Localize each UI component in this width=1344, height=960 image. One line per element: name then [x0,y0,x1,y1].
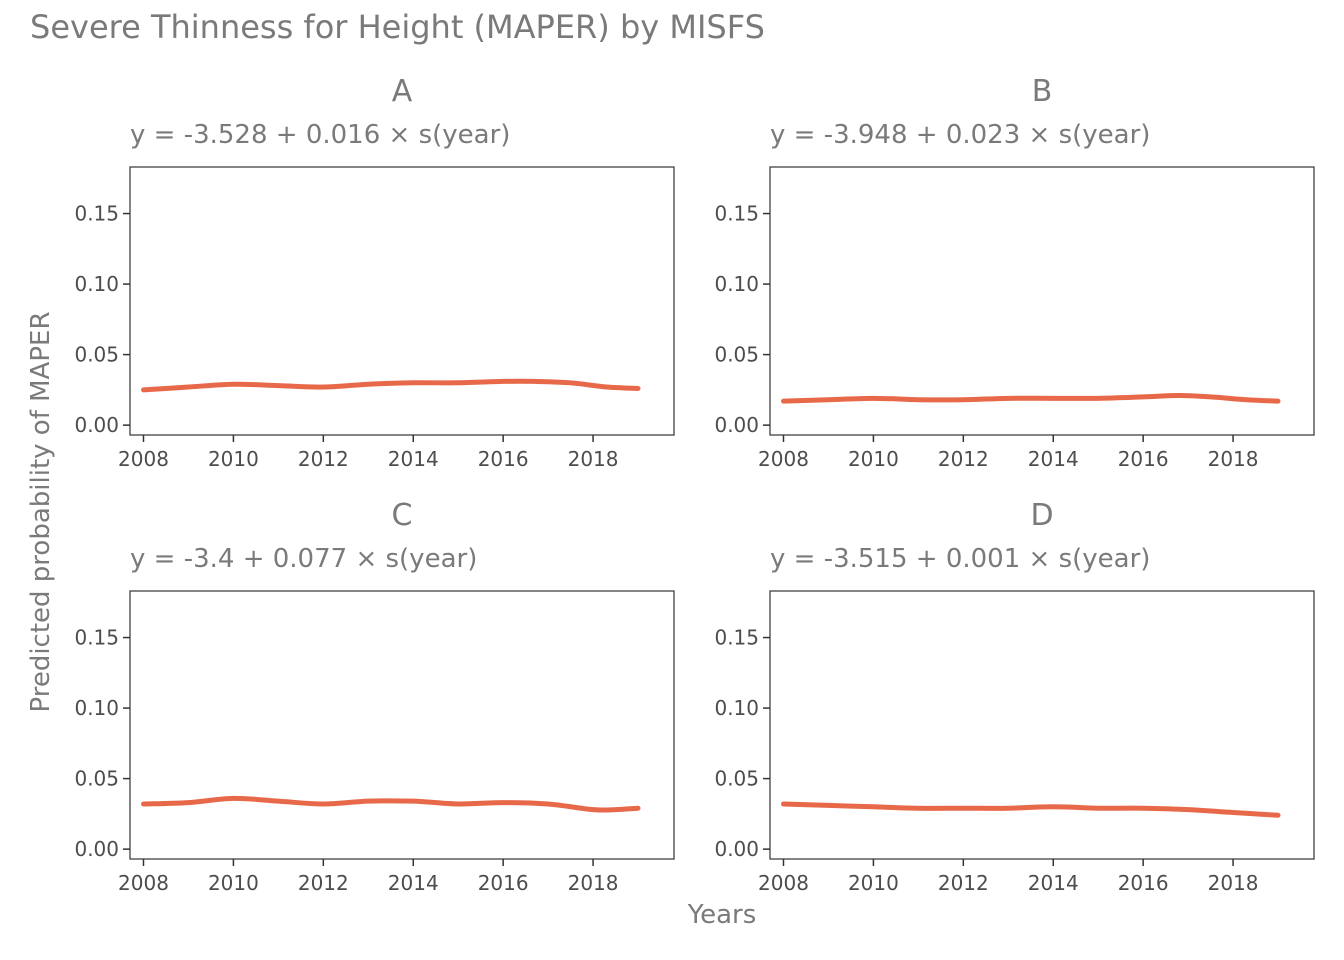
facet-d-xtick-label: 2012 [938,871,989,895]
facet-a-ytick-label: 0.10 [74,272,119,296]
facet-a-series-line [140,378,641,393]
facet-c-ytick-label: 0.05 [74,767,119,791]
facet-a-xtick-label: 2014 [388,447,439,471]
facet-d-ytick-label: 0.15 [714,626,759,650]
facet-d-xtick-label: 2016 [1118,871,1169,895]
facet-a-ytick-label: 0.05 [74,343,119,367]
facet-c-subtitle: y = -3.4 + 0.077 × s(year) [130,544,477,574]
facet-a-frame [129,166,675,436]
y-axis-title: Predicted probability of MAPER [26,311,56,712]
facet-c-xtick-label: 2010 [208,871,259,895]
facet-c-panel: Cy = -3.4 + 0.077 × s(year) 0.00 0.05 0.10 0… [74,498,675,895]
facet-a-xtick-label: 2010 [208,447,259,471]
facet-b-xtick-label: 2018 [1208,447,1259,471]
facet-b-xtick-label: 2008 [758,447,809,471]
facet-d-panel: Dy = -3.515 + 0.001 × s(year) 0.00 0.05 0.1… [714,498,1315,895]
facet-b-subtitle: y = -3.948 + 0.023 × s(year) [770,120,1150,150]
facet-d-ytick-label: 0.05 [714,767,759,791]
facet-b-xtick-label: 2016 [1118,447,1169,471]
facet-b-ytick-label: 0.15 [714,202,759,226]
facet-b-label: B [1032,74,1053,109]
facet-d-ytick-label: 0.00 [714,837,759,861]
facet-a-ytick-label: 0.00 [74,413,119,437]
facet-a-xtick-label: 2016 [478,447,529,471]
facet-a-label: A [392,74,413,109]
facet-c-xtick-label: 2008 [118,871,169,895]
facet-d-ytick-label: 0.10 [714,696,759,720]
facet-b-frame [769,166,1315,436]
facet-d-xtick-label: 2008 [758,871,809,895]
facet-a-panel: Ay = -3.528 + 0.016 × s(year) 0.00 0.05 0.1… [74,74,675,471]
facet-b-ytick-label: 0.05 [714,343,759,367]
facet-c-ytick-label: 0.00 [74,837,119,861]
x-axis-title: Years [687,900,757,930]
facet-a-ytick-label: 0.15 [74,202,119,226]
facet-a-subtitle: y = -3.528 + 0.016 × s(year) [130,120,510,150]
facet-c-xtick-label: 2018 [568,871,619,895]
facet-c-xtick-label: 2012 [298,871,349,895]
facet-c-frame [129,590,675,860]
facet-b-xtick-label: 2010 [848,447,899,471]
facet-b-xtick-label: 2012 [938,447,989,471]
facet-c-ytick-label: 0.15 [74,626,119,650]
facet-c-xtick-label: 2016 [478,871,529,895]
facet-d-xtick-label: 2010 [848,871,899,895]
facet-d-subtitle: y = -3.515 + 0.001 × s(year) [770,544,1150,574]
facet-b-panel: By = -3.948 + 0.023 × s(year) 0.00 0.05 0.1… [714,74,1315,471]
facet-b-ytick-label: 0.00 [714,413,759,437]
facet-d-xtick-label: 2014 [1028,871,1079,895]
facet-a-xtick-label: 2008 [118,447,169,471]
facet-d-frame [769,590,1315,860]
facet-b-ytick-label: 0.10 [714,272,759,296]
facet-c-ytick-label: 0.10 [74,696,119,720]
facet-a-xtick-label: 2018 [568,447,619,471]
chart-title: Severe Thinness for Height (MAPER) by MI… [30,8,765,46]
facet-c-series-line [140,795,641,813]
facet-d-label: D [1030,498,1053,533]
facet-d-xtick-label: 2018 [1208,871,1259,895]
facet-a-xtick-label: 2012 [298,447,349,471]
facet-b-series-line [780,393,1281,404]
facet-b-xtick-label: 2014 [1028,447,1079,471]
facet-c-label: C [392,498,413,533]
facet-c-xtick-label: 2014 [388,871,439,895]
facet-panels: Ay = -3.528 + 0.016 × s(year) 0.00 0.05 0.1… [74,74,1315,895]
facet-d-series-line [780,801,1281,818]
